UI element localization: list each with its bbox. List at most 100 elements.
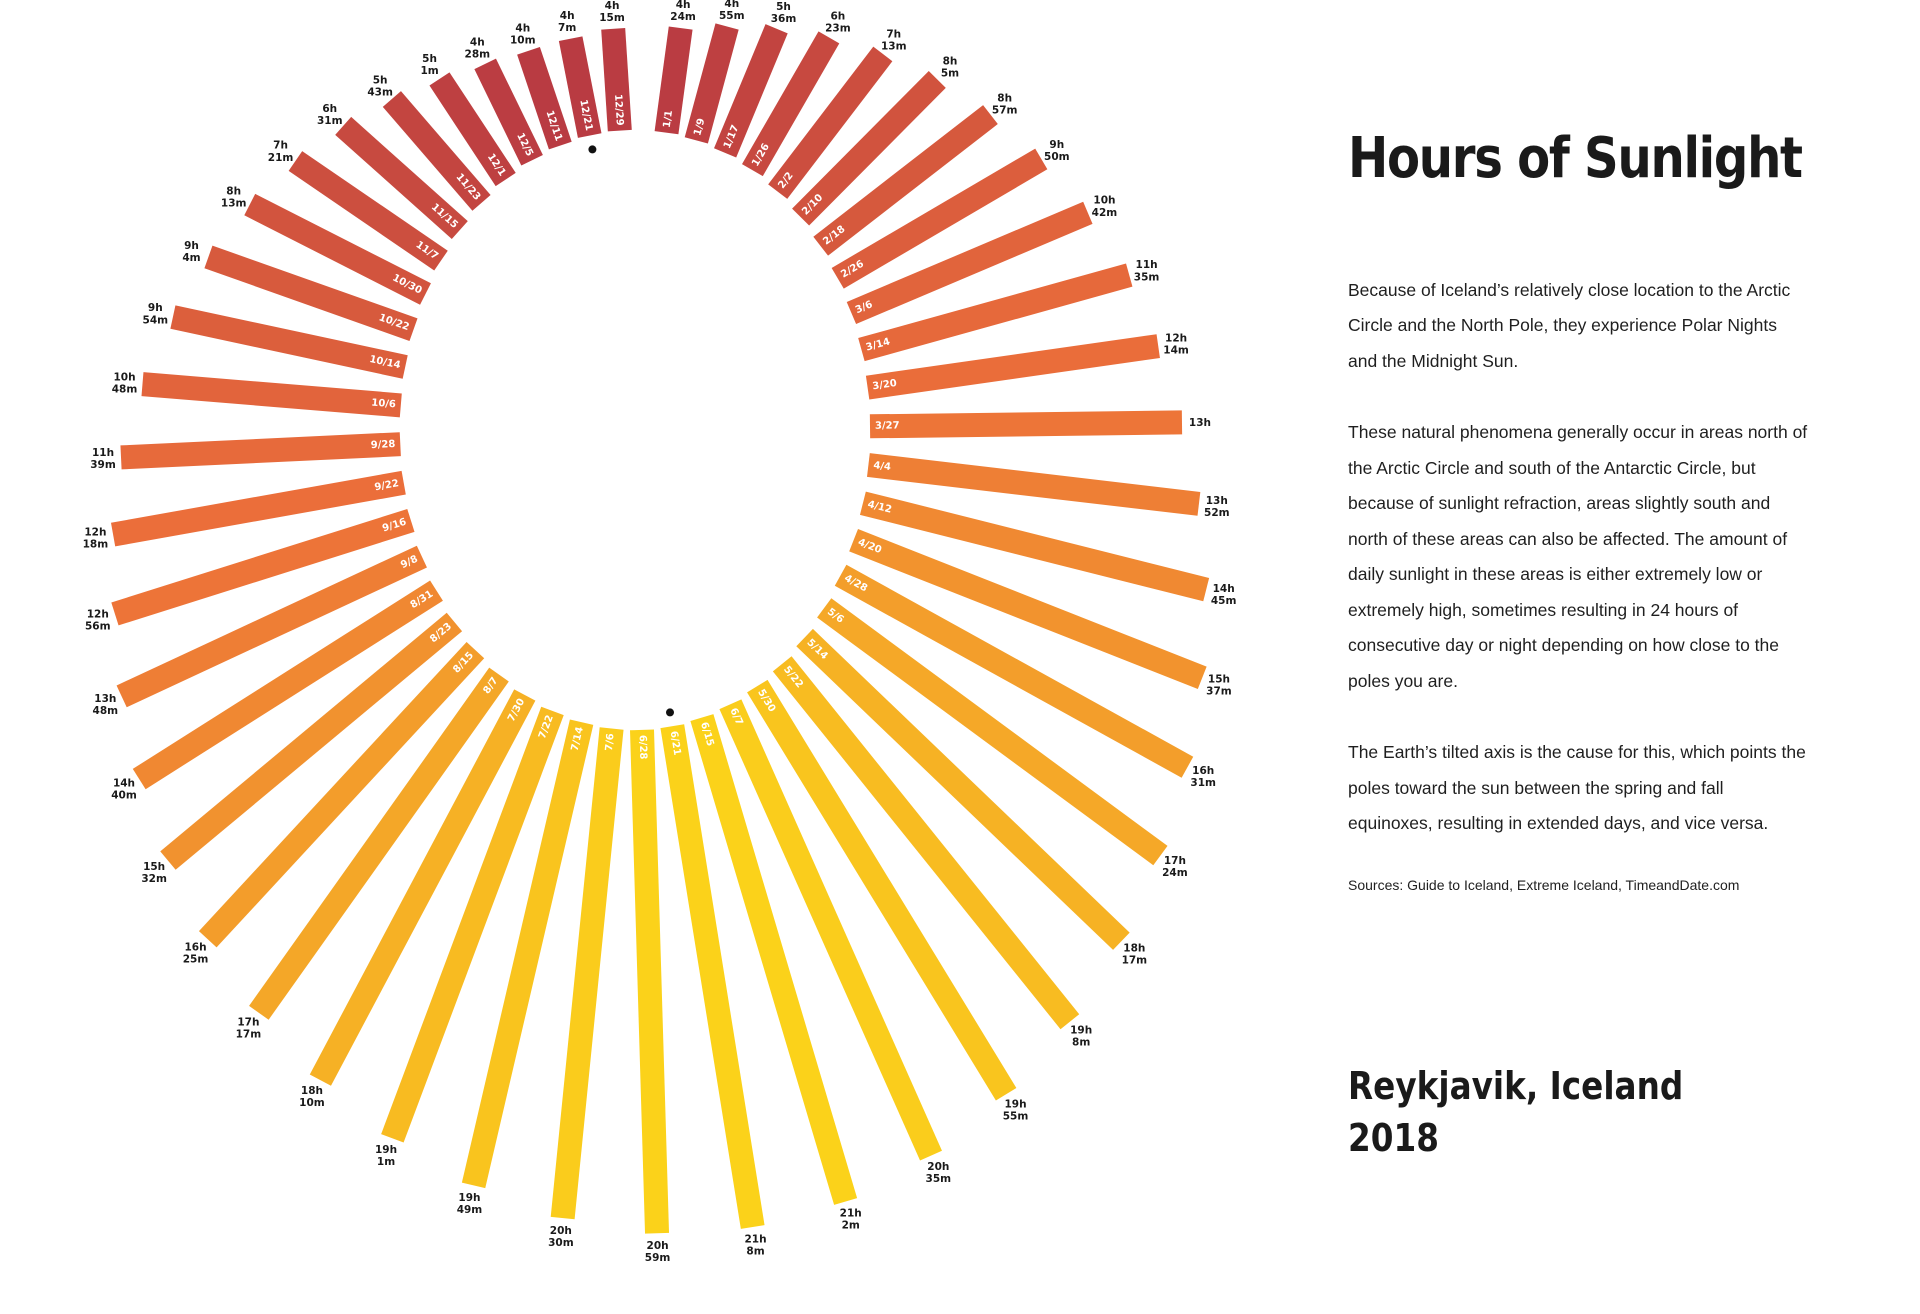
sunlight-bar bbox=[660, 724, 765, 1229]
sunlight-bar bbox=[846, 201, 1093, 325]
bar-value-label: 19h 1m bbox=[375, 1144, 397, 1168]
sunlight-bar bbox=[772, 656, 1080, 1030]
bar-date-label: 1/9 bbox=[692, 117, 707, 137]
sunlight-bar bbox=[204, 245, 418, 342]
bar-value-label: 16h 25m bbox=[183, 941, 209, 965]
bar-value-label: 19h 8m bbox=[1070, 1025, 1092, 1049]
bar-value-label: 18h 10m bbox=[299, 1085, 325, 1109]
sunlight-bar bbox=[382, 91, 491, 211]
sunlight-bar bbox=[834, 564, 1194, 778]
bar-value-label: 17h 17m bbox=[236, 1016, 262, 1040]
bar-group: 7/14 19h 49m bbox=[457, 719, 594, 1216]
location-year: 2018 bbox=[1348, 1116, 1439, 1160]
bar-value-label: 12h 14m bbox=[1163, 332, 1189, 356]
bar-value-label: 7h 21m bbox=[268, 140, 294, 164]
bar-group: 12/15h 1m bbox=[420, 53, 516, 187]
sunlight-bar bbox=[747, 679, 1017, 1101]
sunlight-bar bbox=[461, 719, 594, 1189]
bar-date-label: 9/28 bbox=[371, 439, 396, 451]
sunlight-bar bbox=[684, 23, 739, 144]
location-city: Reykjavik, Iceland bbox=[1348, 1064, 1684, 1108]
bar-value-label: 6h 31m bbox=[317, 103, 343, 127]
bar-value-label: 18h 17m bbox=[1122, 943, 1148, 967]
bar-group: 9/28 11h 39m bbox=[90, 432, 401, 471]
bar-group: 1/9 4h 55m bbox=[684, 0, 745, 144]
solstice-marker bbox=[588, 145, 597, 154]
sunlight-bar bbox=[116, 545, 427, 708]
bar-group: 7/6 20h 30m bbox=[548, 727, 624, 1249]
bar-value-label: 4h 10m bbox=[510, 23, 536, 47]
sunlight-bar bbox=[714, 24, 788, 158]
sunlight-bar bbox=[429, 72, 516, 187]
sunlight-bar bbox=[550, 727, 624, 1220]
sunlight-bar bbox=[381, 706, 564, 1143]
sunlight-bar bbox=[120, 432, 401, 470]
bar-value-label: 19h 55m bbox=[1003, 1098, 1029, 1122]
bar-value-label: 12h 18m bbox=[83, 527, 109, 551]
bar-value-label: 4h 15m bbox=[599, 0, 625, 24]
bar-value-label: 13h bbox=[1189, 417, 1211, 429]
bar-group: 12/54h 28m bbox=[465, 37, 543, 166]
sunlight-bar bbox=[558, 36, 602, 138]
sunlight-bar bbox=[160, 612, 463, 870]
bar-group: 1/1 4h 24m bbox=[654, 0, 696, 135]
sunlight-bar bbox=[517, 46, 572, 150]
sunlight-bar bbox=[849, 529, 1207, 689]
bar-value-label: 11h 39m bbox=[90, 447, 116, 471]
bar-value-label: 7h 13m bbox=[881, 29, 907, 53]
bar-value-label: 20h 35m bbox=[926, 1161, 952, 1185]
bar-value-label: 9h 50m bbox=[1044, 139, 1070, 163]
bar-value-label: 8h 13m bbox=[221, 185, 247, 209]
bar-value-label: 20h 30m bbox=[548, 1225, 574, 1249]
bar-value-label: 6h 23m bbox=[825, 11, 851, 35]
sunlight-bar bbox=[792, 70, 946, 226]
bar-value-label: 12h 56m bbox=[85, 608, 111, 632]
bar-value-label: 10h 48m bbox=[112, 372, 138, 396]
bar-value-label: 5h 36m bbox=[771, 1, 797, 25]
sunlight-bar bbox=[198, 641, 485, 948]
bar-value-label: 4h 55m bbox=[719, 0, 745, 22]
bar-date-label: 3/20 bbox=[872, 378, 898, 392]
sunlight-bar bbox=[244, 193, 431, 305]
bar-value-label: 8h 57m bbox=[992, 92, 1018, 116]
bar-date-label: 4/4 bbox=[873, 460, 892, 473]
sunlight-bar bbox=[858, 263, 1133, 362]
sunlight-bar bbox=[141, 372, 402, 418]
sunlight-bar bbox=[111, 508, 415, 626]
bar-value-label: 14h 45m bbox=[1211, 583, 1237, 607]
sunlight-bar bbox=[690, 714, 858, 1205]
bar-group: 12/29 4h 15m bbox=[599, 0, 632, 132]
sunlight-bar bbox=[288, 151, 448, 271]
bar-group: 3/20 12h 14m bbox=[865, 332, 1189, 400]
bar-group: 3/27 13h bbox=[869, 410, 1211, 439]
bar-value-label: 5h 1m bbox=[420, 53, 438, 77]
bar-value-label: 10h 42m bbox=[1092, 195, 1118, 219]
bar-value-label: 9h 54m bbox=[143, 302, 169, 326]
sunlight-bar bbox=[869, 410, 1183, 439]
bar-value-label: 15h 37m bbox=[1206, 673, 1232, 697]
solstice-marker bbox=[666, 708, 674, 717]
bar-group: 6/28 20h 59m bbox=[630, 729, 670, 1264]
